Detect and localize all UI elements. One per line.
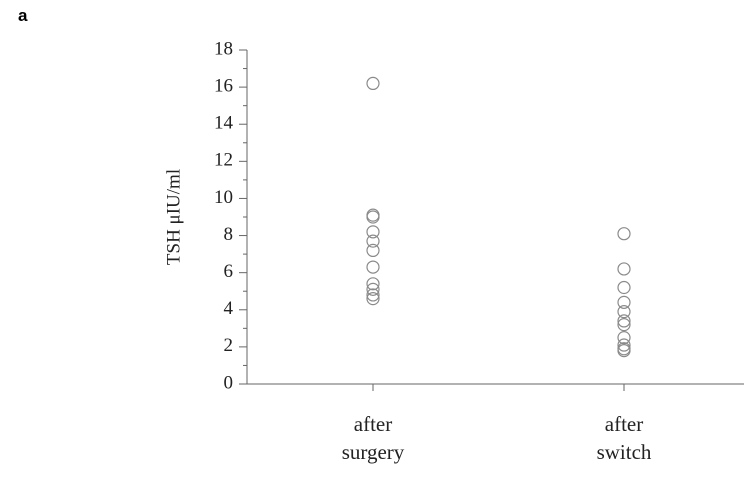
point <box>366 288 380 302</box>
point <box>366 225 380 239</box>
point <box>617 344 631 358</box>
x-tick-label: after surgery <box>341 412 405 464</box>
point <box>366 76 380 91</box>
panel-label: a <box>18 6 28 25</box>
y-tick-label: 12 <box>214 150 233 171</box>
y-tick-label: 4 <box>224 298 234 319</box>
y-tick-label: 8 <box>224 224 234 245</box>
point <box>366 210 380 224</box>
point <box>366 277 380 291</box>
point <box>617 314 631 328</box>
point <box>617 280 631 295</box>
point <box>366 260 380 274</box>
point <box>366 292 380 306</box>
point <box>617 295 631 309</box>
point <box>366 243 380 257</box>
point <box>617 305 631 319</box>
x-tick-label: after switch <box>596 412 652 464</box>
y-tick-label: 2 <box>224 335 234 356</box>
y-tick-label: 6 <box>224 261 234 282</box>
y-axis-label: TSH μIU/ml <box>163 169 184 265</box>
point <box>617 331 631 345</box>
point <box>617 318 631 332</box>
y-tick-label: 10 <box>214 187 233 208</box>
y-tick-label: 14 <box>214 113 234 134</box>
point <box>366 282 380 296</box>
point <box>617 338 631 352</box>
y-tick-label: 0 <box>224 372 234 393</box>
point <box>617 227 631 241</box>
point <box>366 234 380 248</box>
point <box>617 262 631 276</box>
y-tick-label: 16 <box>214 75 233 96</box>
y-tick-label: 18 <box>214 38 233 59</box>
